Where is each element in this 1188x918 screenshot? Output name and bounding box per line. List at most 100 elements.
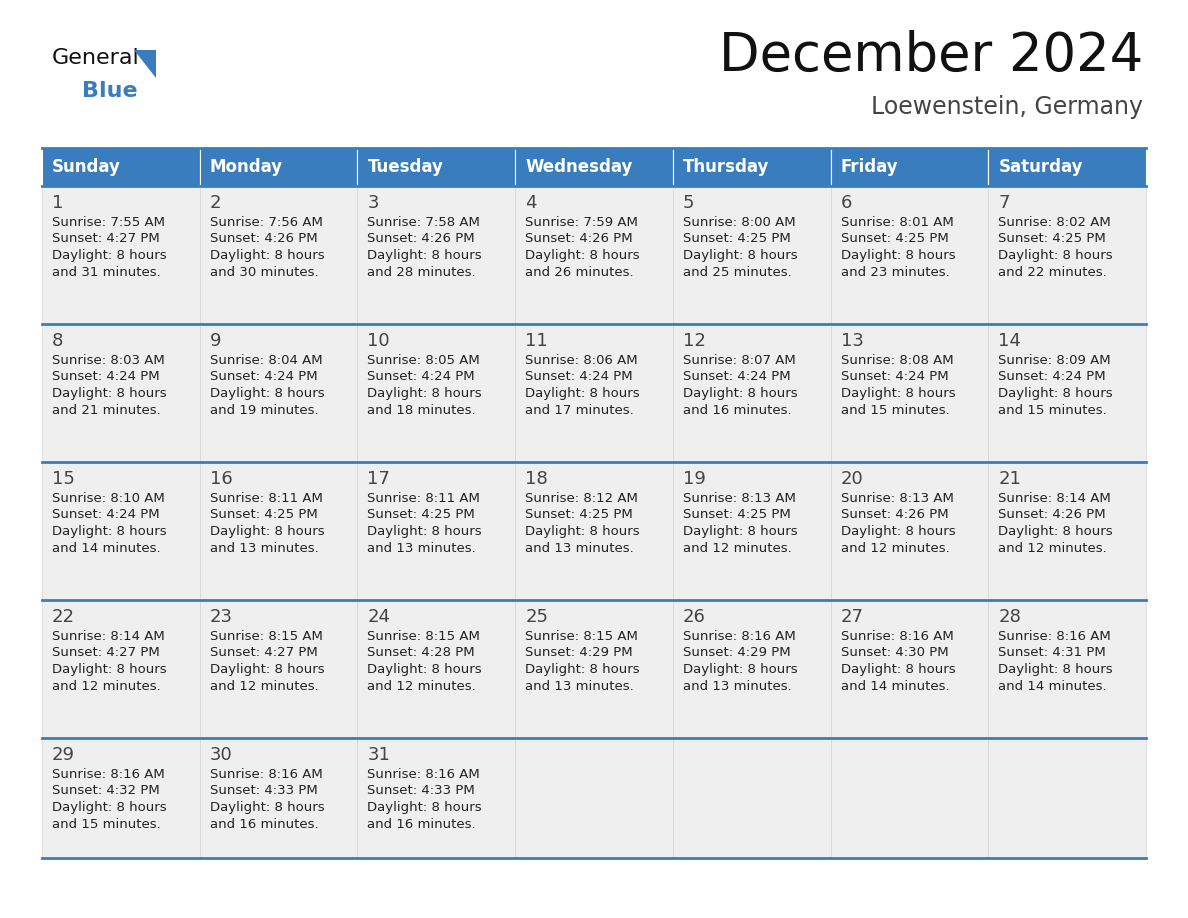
- Text: 29: 29: [52, 746, 75, 764]
- Text: Sunset: 4:26 PM: Sunset: 4:26 PM: [998, 509, 1106, 521]
- Text: Sunrise: 8:07 AM: Sunrise: 8:07 AM: [683, 354, 796, 367]
- Text: 21: 21: [998, 470, 1022, 488]
- Text: Sunrise: 8:01 AM: Sunrise: 8:01 AM: [841, 216, 953, 229]
- Text: 17: 17: [367, 470, 391, 488]
- Text: and 23 minutes.: and 23 minutes.: [841, 265, 949, 278]
- Text: Daylight: 8 hours: Daylight: 8 hours: [367, 801, 482, 814]
- Text: Sunrise: 8:05 AM: Sunrise: 8:05 AM: [367, 354, 480, 367]
- Bar: [42, 324, 200, 462]
- Text: Sunset: 4:26 PM: Sunset: 4:26 PM: [525, 232, 633, 245]
- Text: and 16 minutes.: and 16 minutes.: [367, 818, 476, 831]
- Text: Daylight: 8 hours: Daylight: 8 hours: [210, 525, 324, 538]
- Text: 18: 18: [525, 470, 548, 488]
- Bar: [516, 148, 672, 186]
- Text: Sunrise: 8:11 AM: Sunrise: 8:11 AM: [210, 492, 323, 505]
- Text: and 14 minutes.: and 14 minutes.: [841, 679, 949, 692]
- Text: Daylight: 8 hours: Daylight: 8 hours: [998, 249, 1113, 262]
- Text: General: General: [52, 48, 140, 68]
- Text: Daylight: 8 hours: Daylight: 8 hours: [683, 387, 797, 400]
- Text: and 15 minutes.: and 15 minutes.: [998, 404, 1107, 417]
- Bar: [42, 148, 200, 186]
- Text: Sunset: 4:31 PM: Sunset: 4:31 PM: [998, 646, 1106, 659]
- Text: 8: 8: [52, 332, 63, 350]
- Text: and 21 minutes.: and 21 minutes.: [52, 404, 160, 417]
- Text: 30: 30: [210, 746, 233, 764]
- Text: and 12 minutes.: and 12 minutes.: [52, 679, 160, 692]
- Text: 24: 24: [367, 608, 391, 626]
- Text: 6: 6: [841, 194, 852, 212]
- Text: Sunset: 4:29 PM: Sunset: 4:29 PM: [683, 646, 790, 659]
- Text: Sunrise: 8:16 AM: Sunrise: 8:16 AM: [683, 630, 796, 643]
- Text: Sunset: 4:32 PM: Sunset: 4:32 PM: [52, 785, 159, 798]
- Text: 26: 26: [683, 608, 706, 626]
- Text: Friday: Friday: [841, 158, 898, 176]
- Text: Sunrise: 8:13 AM: Sunrise: 8:13 AM: [841, 492, 954, 505]
- Text: Sunset: 4:24 PM: Sunset: 4:24 PM: [367, 371, 475, 384]
- Text: Sunrise: 8:14 AM: Sunrise: 8:14 AM: [52, 630, 165, 643]
- Text: Sunset: 4:25 PM: Sunset: 4:25 PM: [683, 232, 790, 245]
- Text: Daylight: 8 hours: Daylight: 8 hours: [683, 663, 797, 676]
- Text: 19: 19: [683, 470, 706, 488]
- Text: Monday: Monday: [210, 158, 283, 176]
- Text: Daylight: 8 hours: Daylight: 8 hours: [525, 663, 640, 676]
- Text: Sunset: 4:29 PM: Sunset: 4:29 PM: [525, 646, 633, 659]
- Text: Sunday: Sunday: [52, 158, 121, 176]
- Text: Sunrise: 8:04 AM: Sunrise: 8:04 AM: [210, 354, 322, 367]
- Bar: [988, 324, 1146, 462]
- Text: 10: 10: [367, 332, 390, 350]
- Text: Blue: Blue: [82, 81, 138, 101]
- Text: and 16 minutes.: and 16 minutes.: [683, 404, 791, 417]
- Text: Sunrise: 8:06 AM: Sunrise: 8:06 AM: [525, 354, 638, 367]
- Text: Daylight: 8 hours: Daylight: 8 hours: [841, 663, 955, 676]
- Text: Sunset: 4:26 PM: Sunset: 4:26 PM: [367, 232, 475, 245]
- Text: Sunset: 4:24 PM: Sunset: 4:24 PM: [210, 371, 317, 384]
- Text: 14: 14: [998, 332, 1022, 350]
- Bar: [358, 600, 516, 738]
- Bar: [516, 738, 672, 858]
- Text: Daylight: 8 hours: Daylight: 8 hours: [52, 387, 166, 400]
- Text: 25: 25: [525, 608, 548, 626]
- Text: Sunrise: 8:16 AM: Sunrise: 8:16 AM: [841, 630, 953, 643]
- Bar: [672, 738, 830, 858]
- Bar: [42, 738, 200, 858]
- Text: Tuesday: Tuesday: [367, 158, 443, 176]
- Text: 1: 1: [52, 194, 63, 212]
- Text: Sunset: 4:26 PM: Sunset: 4:26 PM: [210, 232, 317, 245]
- Text: and 13 minutes.: and 13 minutes.: [210, 542, 318, 554]
- Bar: [830, 324, 988, 462]
- Text: Sunset: 4:27 PM: Sunset: 4:27 PM: [210, 646, 317, 659]
- Text: Sunset: 4:33 PM: Sunset: 4:33 PM: [367, 785, 475, 798]
- Bar: [988, 186, 1146, 324]
- Text: and 28 minutes.: and 28 minutes.: [367, 265, 476, 278]
- Bar: [830, 462, 988, 600]
- Text: and 14 minutes.: and 14 minutes.: [998, 679, 1107, 692]
- Text: Sunrise: 8:02 AM: Sunrise: 8:02 AM: [998, 216, 1111, 229]
- Text: 16: 16: [210, 470, 233, 488]
- Bar: [200, 148, 358, 186]
- Text: 11: 11: [525, 332, 548, 350]
- Text: and 26 minutes.: and 26 minutes.: [525, 265, 633, 278]
- Text: and 12 minutes.: and 12 minutes.: [367, 679, 476, 692]
- Text: Daylight: 8 hours: Daylight: 8 hours: [210, 663, 324, 676]
- Text: and 30 minutes.: and 30 minutes.: [210, 265, 318, 278]
- Text: 2: 2: [210, 194, 221, 212]
- Text: and 13 minutes.: and 13 minutes.: [525, 679, 634, 692]
- Text: Daylight: 8 hours: Daylight: 8 hours: [367, 663, 482, 676]
- Text: Sunrise: 8:13 AM: Sunrise: 8:13 AM: [683, 492, 796, 505]
- Text: Sunset: 4:25 PM: Sunset: 4:25 PM: [683, 509, 790, 521]
- Text: and 25 minutes.: and 25 minutes.: [683, 265, 791, 278]
- Text: and 15 minutes.: and 15 minutes.: [52, 818, 160, 831]
- Bar: [672, 148, 830, 186]
- Text: Sunrise: 8:03 AM: Sunrise: 8:03 AM: [52, 354, 165, 367]
- Bar: [988, 462, 1146, 600]
- Text: 31: 31: [367, 746, 391, 764]
- Bar: [516, 186, 672, 324]
- Text: Daylight: 8 hours: Daylight: 8 hours: [525, 249, 640, 262]
- Text: Sunset: 4:24 PM: Sunset: 4:24 PM: [683, 371, 790, 384]
- Text: Sunset: 4:27 PM: Sunset: 4:27 PM: [52, 232, 159, 245]
- Text: and 19 minutes.: and 19 minutes.: [210, 404, 318, 417]
- Text: Daylight: 8 hours: Daylight: 8 hours: [683, 249, 797, 262]
- Text: Sunrise: 8:00 AM: Sunrise: 8:00 AM: [683, 216, 796, 229]
- Text: 5: 5: [683, 194, 694, 212]
- Text: Sunset: 4:26 PM: Sunset: 4:26 PM: [841, 509, 948, 521]
